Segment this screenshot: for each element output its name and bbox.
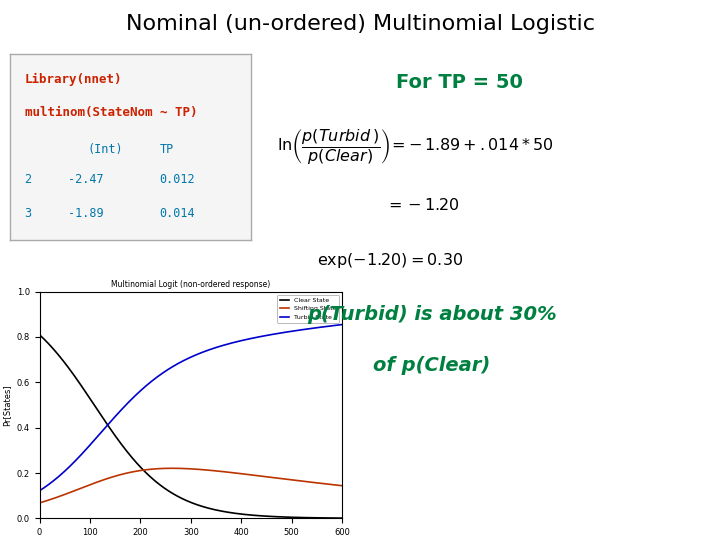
Text: multinom(StateNom ~ TP): multinom(StateNom ~ TP) (24, 106, 197, 119)
Line: Shifting State: Shifting State (40, 468, 342, 503)
Text: $\exp(-1.20) = 0.30$: $\exp(-1.20) = 0.30$ (317, 251, 463, 270)
Text: 2: 2 (24, 173, 32, 186)
Shifting State (134, 468, 143, 474)
Clear State (134, 461, 143, 468)
Title: Multinomial Logit (non-ordered response): Multinomial Logit (non-ordered response) (111, 280, 271, 289)
Shifting State (155, 465, 163, 472)
Text: (Int): (Int) (87, 144, 123, 157)
Clear State (225, 509, 234, 516)
Clear State (338, 515, 346, 521)
Text: of p(Clear): of p(Clear) (374, 356, 490, 375)
Shifting State (35, 500, 44, 506)
Legend: Clear State, Shifting State, Turbid State: Clear State, Shifting State, Turbid Stat… (277, 295, 339, 323)
Text: For TP = 50: For TP = 50 (396, 73, 523, 92)
Text: 0.014: 0.014 (160, 207, 195, 220)
Turbid State (225, 340, 234, 347)
Shifting State (256, 472, 264, 479)
Text: Library(nnet): Library(nnet) (24, 72, 122, 86)
Clear State (35, 332, 44, 338)
Y-axis label: Pr[States]: Pr[States] (2, 384, 11, 426)
Turbid State (134, 390, 143, 396)
Shifting State (338, 482, 346, 489)
Turbid State (253, 334, 262, 340)
Turbid State (255, 334, 264, 340)
Line: Turbid State: Turbid State (40, 325, 342, 491)
Turbid State (155, 372, 163, 379)
Turbid State (35, 488, 44, 494)
Text: Nominal (un-ordered) Multinomial Logistic: Nominal (un-ordered) Multinomial Logisti… (125, 14, 595, 33)
Shifting State (168, 465, 176, 471)
Text: $\ln\!\left(\dfrac{p(\mathit{Turbid}\,)}{p(\mathit{Clear})}\right)\!=\!-1.89+.01: $\ln\!\left(\dfrac{p(\mathit{Turbid}\,)}… (277, 127, 554, 166)
Text: 0.012: 0.012 (160, 173, 195, 186)
Text: -1.89: -1.89 (68, 207, 104, 220)
Clear State (253, 512, 262, 519)
Text: $= -1.20$: $= -1.20$ (385, 197, 460, 213)
Turbid State (338, 321, 346, 328)
Text: -2.47: -2.47 (68, 173, 104, 186)
Clear State (72, 375, 81, 381)
Shifting State (226, 469, 235, 476)
Clear State (155, 481, 163, 488)
Text: 3: 3 (24, 207, 32, 220)
Text: p(Turbid) is about 30%: p(Turbid) is about 30% (307, 305, 557, 324)
Line: Clear State: Clear State (40, 335, 342, 518)
Shifting State (72, 487, 81, 494)
Clear State (255, 512, 264, 519)
Shifting State (254, 472, 263, 479)
Turbid State (72, 457, 81, 463)
Text: TP: TP (160, 144, 174, 157)
